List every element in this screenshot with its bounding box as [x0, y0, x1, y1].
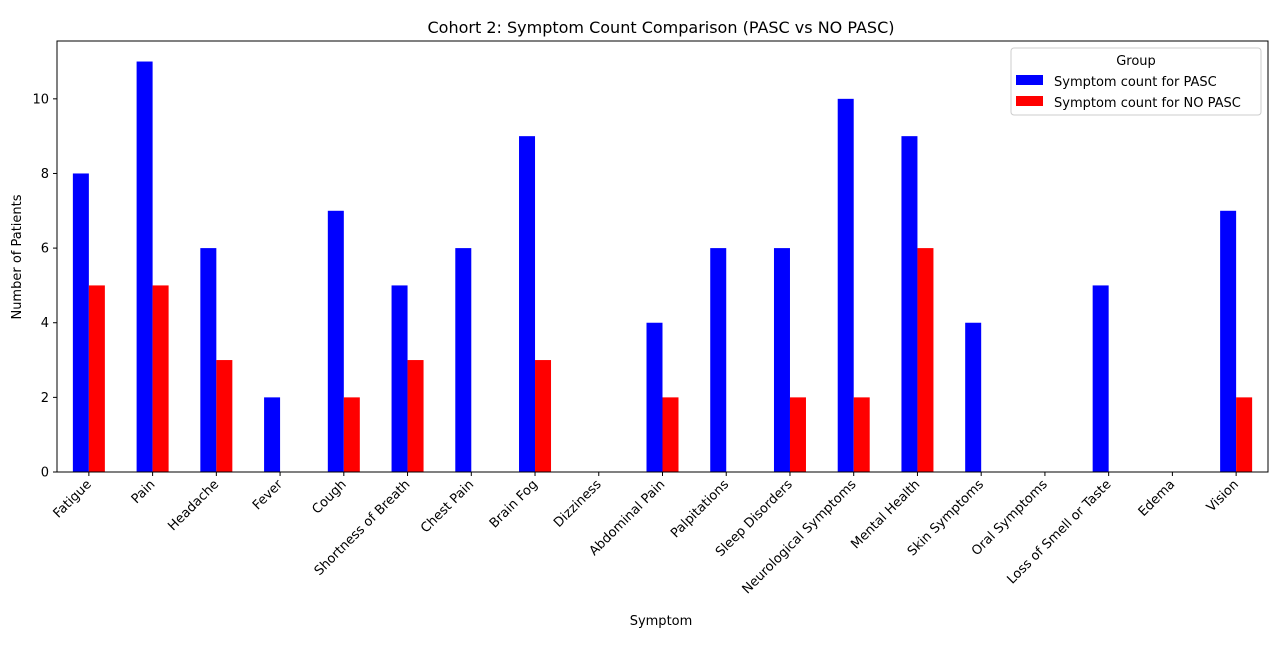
bar-pasc-headache: [200, 248, 217, 472]
bar-no-pasc-fatigue: [88, 285, 105, 472]
bar-no-pasc-brain-fog: [535, 360, 552, 472]
bar-pasc-fever: [264, 397, 281, 472]
bar-no-pasc-mental-health: [917, 248, 934, 472]
legend-label-no-pasc: Symptom count for NO PASC: [1054, 96, 1241, 111]
bar-no-pasc-cough: [343, 397, 360, 472]
x-tick-label-pain: Pain: [129, 477, 159, 507]
bar-no-pasc-sleep-disorders: [789, 397, 806, 472]
bar-pasc-palpitations: [710, 248, 727, 472]
x-tick-label-vision: Vision: [1204, 477, 1242, 515]
x-tick-label-palpitations: Palpitations: [668, 477, 732, 541]
x-tick-label-loss-of-smell-or-taste: Loss of Smell or Taste: [1004, 477, 1114, 587]
bar-no-pasc-headache: [216, 360, 233, 472]
bar-pasc-sleep-disorders: [773, 248, 790, 472]
x-tick-label-headache: Headache: [165, 477, 222, 534]
x-tick-label-edema: Edema: [1136, 477, 1178, 519]
x-tick-label-chest-pain: Chest Pain: [418, 477, 477, 536]
x-tick-label-dizziness: Dizziness: [551, 477, 605, 531]
y-tick-label: 4: [41, 316, 49, 331]
bar-pasc-shortness-of-breath: [391, 285, 408, 472]
bar-pasc-abdominal-pain: [646, 322, 663, 472]
bar-pasc-fatigue: [72, 173, 89, 472]
bar-no-pasc-abdominal-pain: [662, 397, 679, 472]
bar-pasc-chest-pain: [455, 248, 472, 472]
x-tick-label-fatigue: Fatigue: [51, 477, 95, 521]
y-tick-label: 2: [41, 391, 49, 406]
bar-no-pasc-vision: [1236, 397, 1253, 472]
bar-no-pasc-shortness-of-breath: [407, 360, 424, 472]
y-tick-label: 0: [41, 466, 49, 481]
x-tick-label-brain-fog: Brain Fog: [487, 477, 541, 531]
bar-pasc-cough: [327, 210, 344, 472]
x-tick-label-neurological-symptoms: Neurological Symptoms: [740, 477, 860, 597]
bar-pasc-mental-health: [901, 136, 918, 473]
chart-title: Cohort 2: Symptom Count Comparison (PASC…: [428, 18, 895, 37]
y-tick-label: 8: [41, 167, 49, 182]
legend-swatch-no-pasc: [1016, 96, 1043, 106]
x-axis-label: Symptom: [630, 614, 693, 629]
bar-pasc-loss-of-smell-or-taste: [1092, 285, 1109, 472]
bar-pasc-vision: [1220, 210, 1237, 472]
y-axis: 0 2 4 6 8 10: [32, 92, 57, 481]
bar-pasc-neurological-symptoms: [837, 98, 854, 472]
plot-area: [56, 40, 1269, 473]
bar-pasc-skin-symptoms: [965, 322, 982, 472]
y-axis-label: Number of Patients: [10, 194, 25, 319]
y-tick-label: 10: [32, 92, 49, 107]
bar-pasc-brain-fog: [519, 136, 536, 473]
bar-no-pasc-pain: [152, 285, 169, 472]
y-tick-label: 6: [41, 242, 49, 257]
x-tick-label-fever: Fever: [250, 477, 286, 513]
legend-label-pasc: Symptom count for PASC: [1054, 75, 1217, 90]
bar-pasc-pain: [136, 61, 153, 473]
legend-swatch-pasc: [1016, 75, 1043, 85]
x-tick-label-cough: Cough: [310, 477, 350, 517]
legend: Group Symptom count for PASC Symptom cou…: [1010, 47, 1262, 116]
legend-frame: [1010, 47, 1262, 116]
bar-no-pasc-neurological-symptoms: [853, 397, 870, 472]
legend-title: Group: [1116, 54, 1156, 69]
